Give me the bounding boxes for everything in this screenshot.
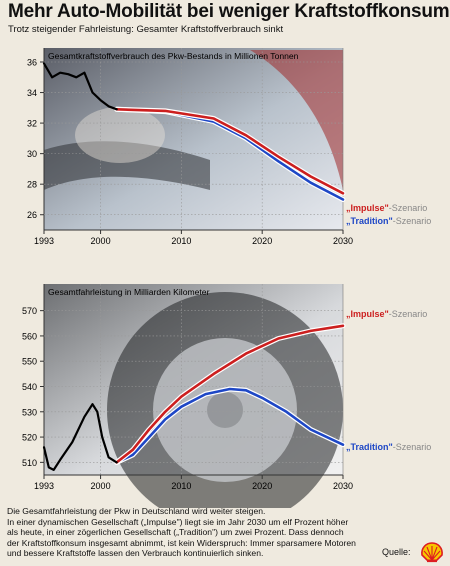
y-tick-label: 32 [27,119,37,129]
hub-shape [207,392,243,428]
footer-line: und bessere Kraftstoffe lassen den Verbr… [7,548,264,559]
x-tick-label: 1993 [34,236,54,246]
series-label-name: „Tradition" [346,216,393,226]
y-tick-label: 36 [27,58,37,68]
series-label-tradition: „Tradition"-Szenario [346,216,431,226]
y-tick-label: 540 [22,382,37,392]
series-label-suffix: -Szenario [389,309,428,319]
series-label-suffix: -Szenario [393,442,432,452]
series-label-suffix: -Szenario [393,216,432,226]
series-label-impulse: „Impulse"-Szenario [346,203,427,213]
page-subtitle: Trotz steigender Fahrleistung: Gesamter … [8,24,284,35]
x-tick-label: 2020 [252,481,272,491]
footer-line: der Kraftstoffkonsum insgesamt abnimmt, … [7,537,356,548]
series-label-name: „Tradition" [346,442,393,452]
footer-line: Die Gesamtfahrleistung der Pkw in Deutsc… [7,506,266,516]
mileage-chart: 1993 2000 2010 2020 2030 510 520 530 540 550 560 57… [22,284,431,508]
y-tick-label: 550 [22,357,37,367]
y-tick-label: 34 [27,88,37,98]
y-tick-label: 510 [22,458,37,468]
y-tick-label: 570 [22,306,37,316]
chart-title: Gesamtkraftstoffverbrauch des Pkw-Bestan… [48,51,299,61]
fuel-nozzle-shape [44,141,210,190]
x-tick-label: 2010 [171,481,191,491]
chart-title: Gesamtfahrleistung in Milliarden Kilomet… [48,287,210,297]
page-title: Mehr Auto-Mobilität bei weniger Kraftsto… [8,1,450,22]
y-tick-label: 560 [22,331,37,341]
series-label-name: „Impulse" [346,309,389,319]
y-tick-label: 520 [22,433,37,443]
series-label-suffix: -Szenario [389,203,428,213]
x-tick-label: 2030 [333,236,353,246]
y-tick-label: 28 [27,180,37,190]
series-line-impulse [115,108,345,195]
y-tick-label: 30 [27,149,37,159]
footer-text: Die Gesamtfahrleistung der Pkw in Deutsc… [7,506,417,559]
series-line-history [42,403,118,471]
x-tick-label: 2030 [333,481,353,491]
fuel-consumption-chart: 1993 2000 2010 2020 2030 26 28 30 32 34 36 Gesamtkr… [27,48,431,246]
x-tick-label: 2020 [252,236,272,246]
footer-line: als heute, in einer zögerlichen Gesellsc… [7,527,344,538]
x-tick-label: 2010 [171,236,191,246]
x-tick-label: 1993 [34,481,54,491]
car-body-shape [250,50,343,190]
series-label-impulse: „Impulse"-Szenario [346,309,427,319]
x-tick-label: 2000 [91,481,111,491]
series-line-tradition [115,387,345,464]
source-label: Quelle: [382,547,411,557]
series-label-name: „Impulse" [346,203,389,213]
y-tick-label: 530 [22,407,37,417]
series-line-history [42,62,118,111]
glove-hand-shape [75,107,165,163]
series-line-impulse [115,324,345,464]
x-tick-label: 2000 [91,236,111,246]
y-tick-label: 26 [27,210,37,220]
shell-logo-icon [421,542,443,563]
footer-line: In einer dynamischen Gesellschaft („Impu… [7,516,349,527]
series-label-tradition: „Tradition"-Szenario [346,442,431,452]
